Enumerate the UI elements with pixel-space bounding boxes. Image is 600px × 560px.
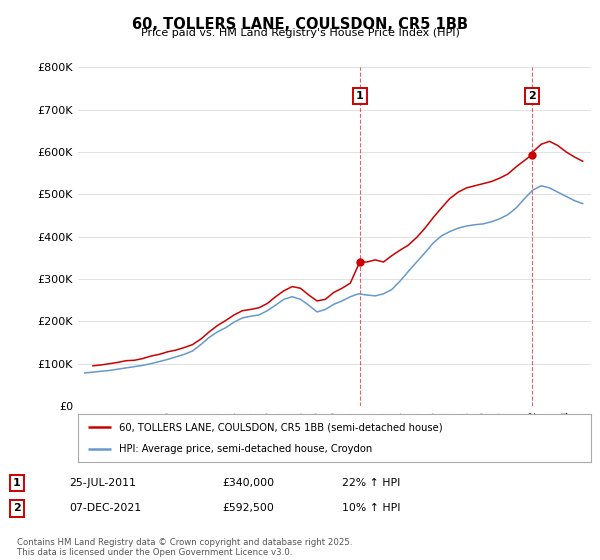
Text: £592,500: £592,500 bbox=[222, 503, 274, 514]
Text: 60, TOLLERS LANE, COULSDON, CR5 1BB: 60, TOLLERS LANE, COULSDON, CR5 1BB bbox=[132, 17, 468, 32]
Text: 60, TOLLERS LANE, COULSDON, CR5 1BB (semi-detached house): 60, TOLLERS LANE, COULSDON, CR5 1BB (sem… bbox=[119, 422, 443, 432]
Text: Price paid vs. HM Land Registry's House Price Index (HPI): Price paid vs. HM Land Registry's House … bbox=[140, 28, 460, 38]
Text: HPI: Average price, semi-detached house, Croydon: HPI: Average price, semi-detached house,… bbox=[119, 444, 372, 454]
Text: Contains HM Land Registry data © Crown copyright and database right 2025.
This d: Contains HM Land Registry data © Crown c… bbox=[17, 538, 352, 557]
Text: 07-DEC-2021: 07-DEC-2021 bbox=[69, 503, 141, 514]
Text: £340,000: £340,000 bbox=[222, 478, 274, 488]
Text: 10% ↑ HPI: 10% ↑ HPI bbox=[342, 503, 401, 514]
Text: 2: 2 bbox=[13, 503, 20, 514]
Text: 1: 1 bbox=[13, 478, 20, 488]
Text: 25-JUL-2011: 25-JUL-2011 bbox=[69, 478, 136, 488]
Text: 22% ↑ HPI: 22% ↑ HPI bbox=[342, 478, 400, 488]
Text: 1: 1 bbox=[356, 91, 364, 101]
Text: 2: 2 bbox=[527, 91, 535, 101]
